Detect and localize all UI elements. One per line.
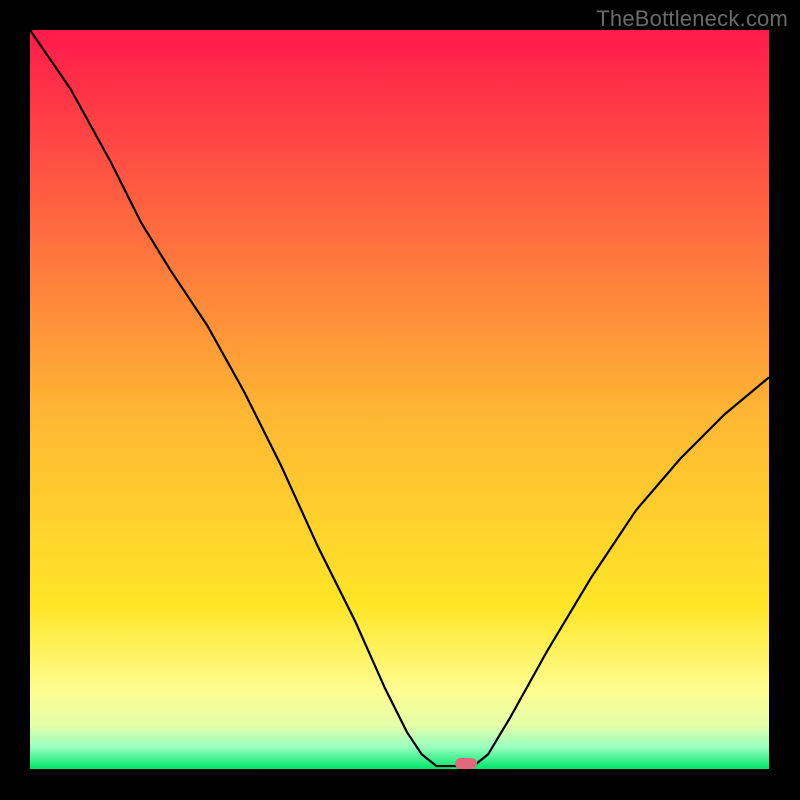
curve-path bbox=[30, 30, 769, 766]
optimal-marker bbox=[455, 758, 477, 769]
watermark-text: TheBottleneck.com bbox=[596, 6, 788, 32]
chart-frame: TheBottleneck.com bbox=[0, 0, 800, 800]
plot-area bbox=[30, 30, 769, 769]
bottleneck-curve bbox=[30, 30, 769, 769]
